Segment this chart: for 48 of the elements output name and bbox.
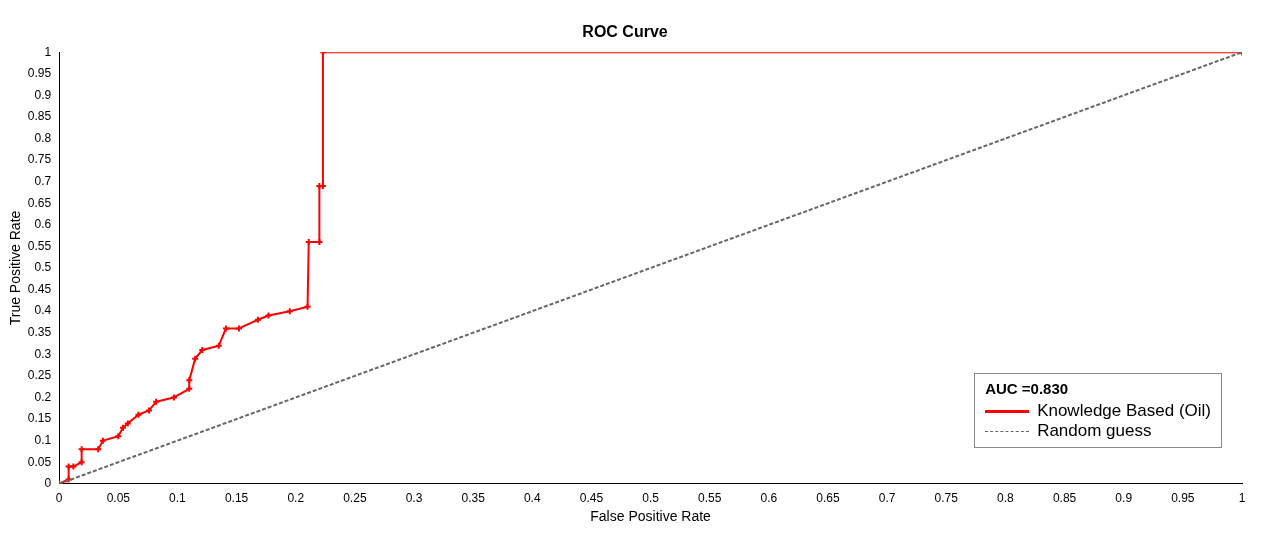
y-tick-label: 0.4 — [34, 303, 52, 318]
y-tick-label: 0.35 — [27, 325, 52, 340]
y-tick-label: 1 — [44, 44, 52, 59]
y-tick-label: 0.8 — [34, 130, 52, 145]
x-tick-label: 0.15 — [224, 491, 249, 506]
x-tick-label: 0.55 — [698, 491, 722, 506]
y-tick-label: 0.45 — [27, 281, 52, 296]
x-tick-label: 0.65 — [816, 491, 841, 506]
x-tick-label: 1 — [1238, 491, 1246, 506]
x-tick-label: 0.6 — [760, 491, 778, 506]
x-tick-label: 0.9 — [1115, 491, 1133, 506]
y-tick-label: 0.9 — [34, 87, 52, 102]
x-tick-label: 0.75 — [934, 491, 959, 506]
y-tick-label: 0.5 — [34, 260, 52, 275]
x-tick-label: 0 — [55, 491, 63, 506]
x-tick-label: 0.05 — [106, 491, 131, 506]
y-tick-label: 0.05 — [27, 454, 52, 469]
x-tick-label: 0.8 — [997, 491, 1015, 506]
y-tick-label: 0.65 — [27, 195, 52, 210]
y-tick-label: 0.7 — [34, 173, 52, 188]
y-tick-label: 0.15 — [27, 411, 52, 426]
y-tick-label: 0.1 — [34, 432, 52, 447]
x-axis-title: False Positive Rate — [590, 508, 712, 525]
y-tick-label: 0.85 — [27, 109, 52, 124]
y-tick-label: 0.55 — [27, 238, 52, 253]
y-tick-label: 0.2 — [34, 389, 52, 404]
x-tick-label: 0.85 — [1052, 491, 1077, 506]
y-tick-label: 0.75 — [27, 152, 52, 167]
legend-label: Random guess — [1037, 421, 1152, 441]
legend-title: AUC =0.830 — [985, 380, 1070, 397]
x-tick-label: 0.2 — [287, 491, 305, 506]
x-tick-label: 0.35 — [461, 491, 486, 506]
y-tick-label: 0.95 — [27, 66, 52, 81]
x-tick-label: 0.3 — [405, 491, 423, 506]
y-axis-title: True Positive Rate — [7, 210, 24, 326]
y-tick-label: 0.25 — [27, 368, 52, 383]
y-tick-label: 0 — [44, 476, 52, 491]
x-tick-label: 0.1 — [169, 491, 187, 506]
x-tick-label: 0.45 — [579, 491, 604, 506]
x-tick-label: 0.95 — [1171, 491, 1195, 506]
chart-title: ROC Curve — [582, 23, 668, 41]
x-tick-label: 0.5 — [642, 491, 660, 506]
y-tick-label: 0.3 — [34, 346, 52, 361]
x-tick-label: 0.4 — [523, 491, 541, 506]
x-tick-label: 0.25 — [343, 491, 367, 506]
x-tick-label: 0.7 — [878, 491, 896, 506]
legend-label: Knowledge Based (Oil) — [1037, 401, 1211, 421]
y-tick-label: 0.6 — [34, 217, 52, 232]
